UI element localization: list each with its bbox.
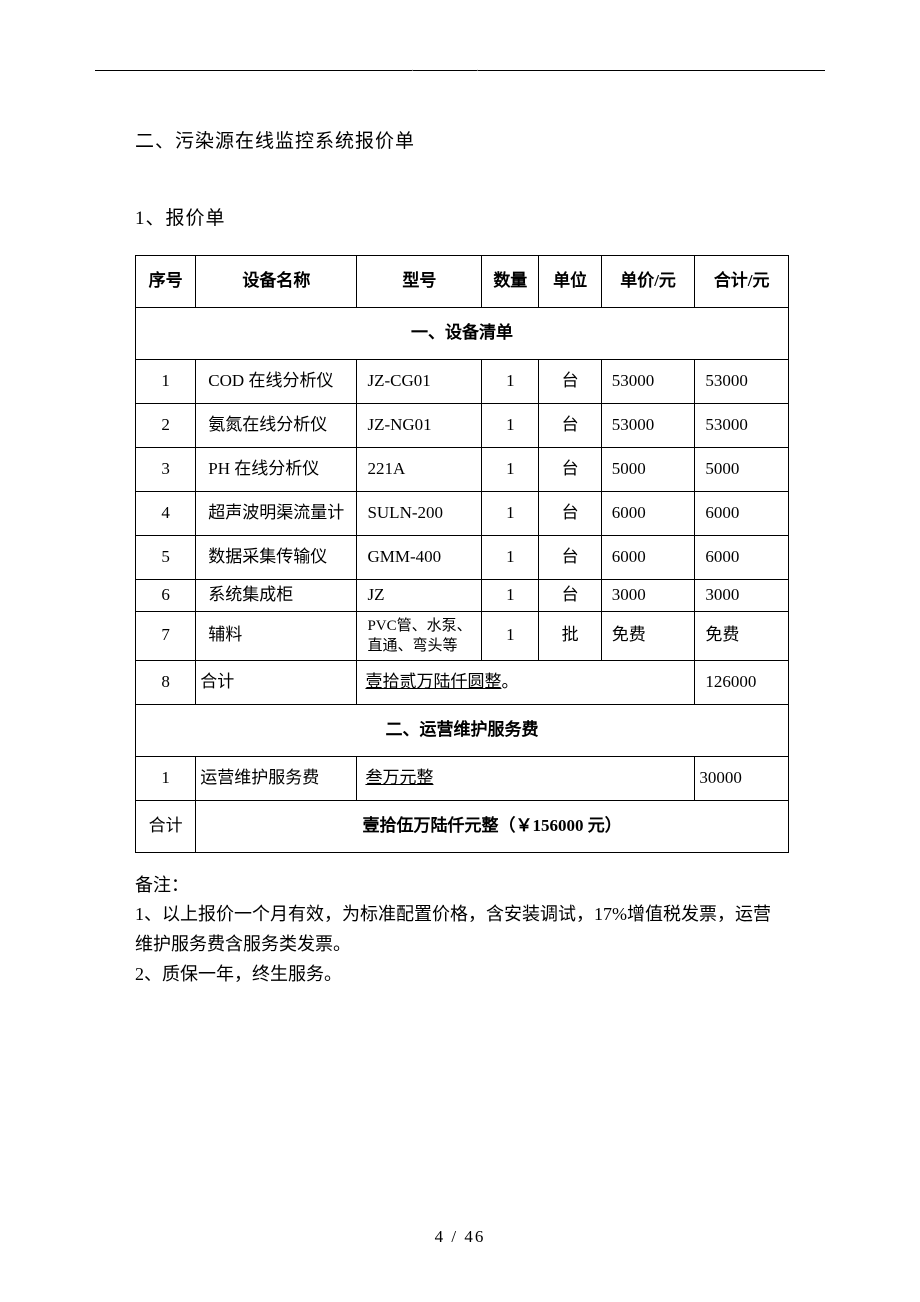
cell: 1 [482, 535, 539, 579]
grand-total-row: 合计 壹拾伍万陆仟元整（￥156000 元） [136, 800, 789, 852]
cell: 合计 [196, 661, 357, 705]
cell: 5 [136, 535, 196, 579]
subsection-heading: 1、报价单 [135, 203, 785, 230]
cell: 1 [482, 359, 539, 403]
table-row: 1 运营维护服务费 叁万元整 30000 [136, 756, 789, 800]
cell: 台 [539, 579, 601, 611]
cell: 台 [539, 447, 601, 491]
col-total: 合计/元 [695, 256, 789, 308]
cell: 3000 [601, 579, 695, 611]
cell: 6000 [601, 491, 695, 535]
cell: 6000 [695, 491, 789, 535]
table-row: 3 PH 在线分析仪 221A 1 台 5000 5000 [136, 447, 789, 491]
cell: 4 [136, 491, 196, 535]
cell: 221A [357, 447, 482, 491]
section-heading: 二、污染源在线监控系统报价单 [135, 126, 785, 153]
col-unit: 单位 [539, 256, 601, 308]
cell: 叁万元整 [357, 756, 695, 800]
cell: 数据采集传输仪 [196, 535, 357, 579]
section-title: 一、设备清单 [136, 307, 789, 359]
table-header-row: 序号 设备名称 型号 数量 单位 单价/元 合计/元 [136, 256, 789, 308]
table-row: 7辅料 PVC管、水泵、直通、弯头等 1批免费免费 [136, 611, 789, 661]
cell: 超声波明渠流量计 [196, 491, 357, 535]
section-title: 二、运营维护服务费 [136, 704, 789, 756]
cell: 1 [482, 403, 539, 447]
cell: 53000 [695, 359, 789, 403]
col-seq: 序号 [136, 256, 196, 308]
cell: 6000 [695, 535, 789, 579]
cell: 1 [482, 579, 539, 611]
section-row: 二、运营维护服务费 [136, 704, 789, 756]
cell: 6 [136, 579, 196, 611]
cell: 免费 [601, 611, 695, 661]
cell: GMM-400 [357, 535, 482, 579]
cell: 1 [136, 359, 196, 403]
cell: 30000 [695, 756, 789, 800]
table-row: 2 氨氮在线分析仪 JZ-NG01 1 台 53000 53000 [136, 403, 789, 447]
notes-title: 备注： [135, 871, 785, 901]
cell: 126000 [695, 661, 789, 705]
col-model: 型号 [357, 256, 482, 308]
cell: 53000 [695, 403, 789, 447]
cell: 3 [136, 447, 196, 491]
page-number: 4 / 46 [0, 1227, 920, 1247]
cell: 壹拾贰万陆仟圆整。 [357, 661, 695, 705]
cell: 1 [136, 756, 196, 800]
section-row: 一、设备清单 [136, 307, 789, 359]
cell: 1 [482, 447, 539, 491]
col-price: 单价/元 [601, 256, 695, 308]
cell: 系统集成柜 [196, 579, 357, 611]
cell: 53000 [601, 359, 695, 403]
cell: 2 [136, 403, 196, 447]
cell: 3000 [695, 579, 789, 611]
cell: 合计 [136, 800, 196, 852]
cell: 台 [539, 491, 601, 535]
cell: 1 [482, 611, 539, 661]
cell: PH 在线分析仪 [196, 447, 357, 491]
table-row: 5 数据采集传输仪 GMM-400 1 台 6000 6000 [136, 535, 789, 579]
cell: 批 [539, 611, 601, 661]
subtotal-row: 8 合计 壹拾贰万陆仟圆整。 126000 [136, 661, 789, 705]
cell: SULN-200 [357, 491, 482, 535]
cell: 台 [539, 535, 601, 579]
cell: JZ-NG01 [357, 403, 482, 447]
table-row: 4 超声波明渠流量计 SULN-200 1 台 6000 6000 [136, 491, 789, 535]
cell: 免费 [695, 611, 789, 661]
cell: 5000 [601, 447, 695, 491]
notes-line-1: 1、以上报价一个月有效，为标准配置价格，含安装调试，17%增值税发票，运营维护服… [135, 900, 785, 959]
notes-block: 备注： 1、以上报价一个月有效，为标准配置价格，含安装调试，17%增值税发票，运… [135, 871, 785, 990]
cell: 台 [539, 359, 601, 403]
table-row: 6系统集成柜JZ 1台30003000 [136, 579, 789, 611]
col-name: 设备名称 [196, 256, 357, 308]
table-row: 1 COD 在线分析仪 JZ-CG01 1 台 53000 53000 [136, 359, 789, 403]
notes-line-2: 2、质保一年，终生服务。 [135, 960, 785, 990]
cell: JZ-CG01 [357, 359, 482, 403]
cell: 53000 [601, 403, 695, 447]
page-top-rule [95, 70, 825, 71]
cell: 7 [136, 611, 196, 661]
cell: JZ [357, 579, 482, 611]
col-qty: 数量 [482, 256, 539, 308]
cell: 台 [539, 403, 601, 447]
cell: 5000 [695, 447, 789, 491]
cell: 6000 [601, 535, 695, 579]
quotation-table: 序号 设备名称 型号 数量 单位 单价/元 合计/元 一、设备清单 1 COD … [135, 255, 789, 853]
cell: 氨氮在线分析仪 [196, 403, 357, 447]
cell: COD 在线分析仪 [196, 359, 357, 403]
cell: 1 [482, 491, 539, 535]
cell: 8 [136, 661, 196, 705]
cell: 运营维护服务费 [196, 756, 357, 800]
cell: PVC管、水泵、直通、弯头等 [357, 611, 482, 661]
cell: 壹拾伍万陆仟元整（￥156000 元） [196, 800, 789, 852]
cell: 辅料 [196, 611, 357, 661]
